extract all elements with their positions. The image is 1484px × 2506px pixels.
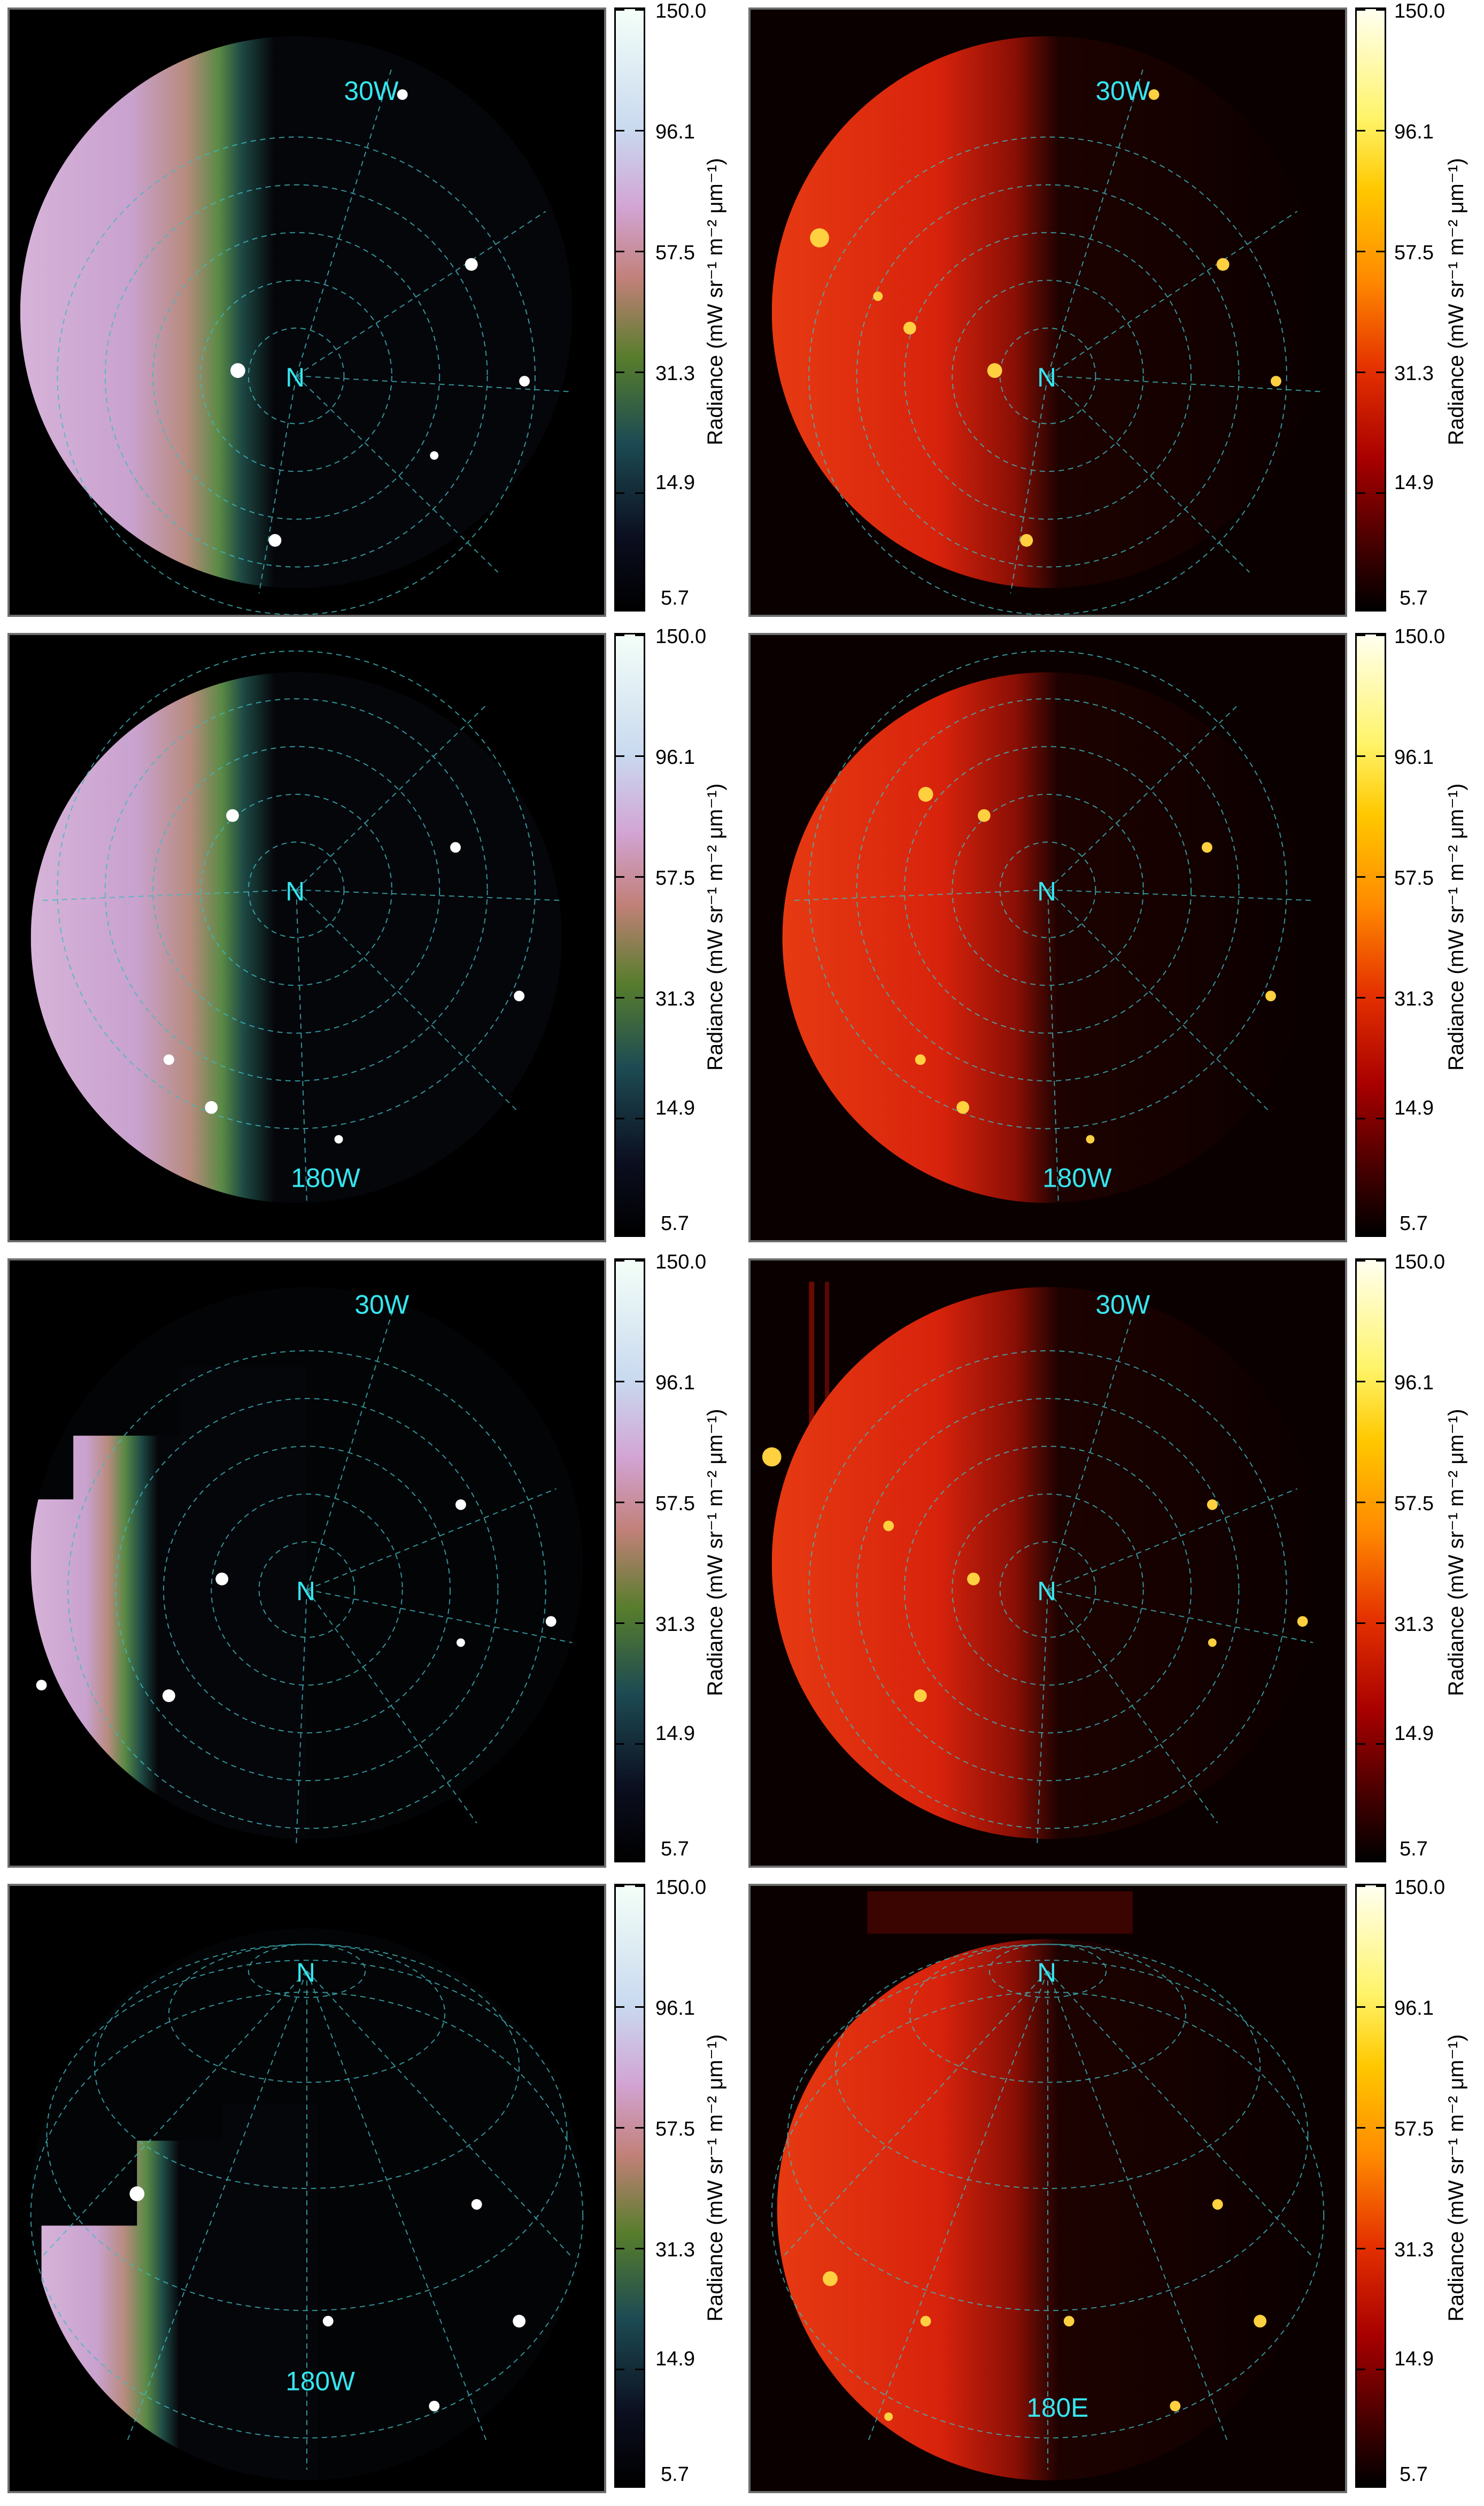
colorbar-tick: 96.1 [655,121,695,143]
io-map-row4-right: N 180E [748,1884,1347,2493]
colorbar-row2-left [614,633,645,1237]
colorbar-row3-left [614,1258,645,1862]
colorbar-tick: 5.7 [1400,587,1428,609]
meridian-label: 30W [1095,76,1150,106]
colorbar-units-label: Radiance (mW sr⁻¹ m⁻² μm⁻¹) [704,158,727,445]
colorbar-tick: 96.1 [1394,121,1434,143]
colorbar-units-label: Radiance (mW sr⁻¹ m⁻² μm⁻¹) [704,2034,727,2322]
colorbar-tick: 57.5 [1394,242,1434,264]
colorbar-tick: 57.5 [1394,2118,1434,2140]
io-image: N 180W [751,635,1345,1240]
colorbar-tick: 14.9 [655,1722,695,1745]
meridian-label: 180W [291,1163,360,1193]
pole-label: N [285,362,305,392]
colorbar-tick: 96.1 [655,746,695,769]
colorbar-row4-left [614,1884,645,2488]
meridian-label: 30W [354,1289,409,1319]
colorbar-tick: 14.9 [1394,1722,1434,1745]
colorbar-tick: 14.9 [655,2348,695,2370]
colorbar-tick: 31.3 [655,2239,695,2261]
io-image: N 30W [10,10,604,615]
colorbar-tick: 5.7 [1400,2463,1428,2486]
colorbar-row1-left [614,7,645,612]
colorbar-tick: 14.9 [1394,2348,1434,2370]
colorbar-tick: 150.0 [655,1876,707,1899]
colorbar-units-label: Radiance (mW sr⁻¹ m⁻² μm⁻¹) [1444,158,1468,445]
colorbar-row4-right [1355,1884,1386,2488]
colorbar-tick: 5.7 [661,2463,689,2486]
io-map-row4-left: N 180W [7,1884,606,2493]
colorbar-units-label: Radiance (mW sr⁻¹ m⁻² μm⁻¹) [704,1409,727,1696]
pole-label: N [1037,1958,1056,1987]
colorbar-tick: 96.1 [1394,1997,1434,2020]
colorbar-tick: 5.7 [1400,1838,1428,1860]
colorbar-tick: 5.7 [661,587,689,609]
colorbar-units-label: Radiance (mW sr⁻¹ m⁻² μm⁻¹) [1444,1409,1468,1696]
colorbar-tick: 96.1 [655,1372,695,1394]
colorbar-tick: 57.5 [1394,1492,1434,1515]
colorbar-tick: 96.1 [1394,746,1434,769]
colorbar-tick: 14.9 [655,471,695,494]
io-map-row3-left: N 30W [7,1258,606,1868]
colorbar-units-label: Radiance (mW sr⁻¹ m⁻² μm⁻¹) [704,783,727,1071]
colorbar-row2-right [1355,633,1386,1237]
io-image: N 30W [751,10,1345,615]
colorbar-tick: 150.0 [655,0,707,22]
colorbar-tick: 31.3 [655,988,695,1010]
colorbar-tick: 31.3 [1394,2239,1434,2261]
pole-label: N [296,1576,315,1606]
io-image: N 180E [751,1886,1345,2491]
colorbar-tick: 31.3 [1394,988,1434,1010]
colorbar-row3-right [1355,1258,1386,1862]
colorbar-tick: 5.7 [1400,1212,1428,1235]
colorbar-units-label: Radiance (mW sr⁻¹ m⁻² μm⁻¹) [1444,783,1468,1071]
colorbar-tick: 31.3 [655,1613,695,1636]
io-map-row1-right: N 30W [748,7,1347,617]
colorbar-row1-right [1355,7,1386,612]
colorbar-units-label: Radiance (mW sr⁻¹ m⁻² μm⁻¹) [1444,2034,1468,2322]
pole-label: N [1037,1576,1056,1606]
meridian-label: 180W [1042,1163,1112,1193]
io-map-row2-left: N 180W [7,633,606,1242]
colorbar-tick: 150.0 [655,1251,707,1273]
colorbar-tick: 57.5 [655,242,695,264]
colorbar-tick: 5.7 [661,1212,689,1235]
pole-label: N [296,1958,315,1987]
meridian-label: 180E [1026,2393,1088,2423]
colorbar-tick: 57.5 [655,867,695,890]
colorbar-tick: 31.3 [655,362,695,385]
colorbar-tick: 150.0 [1394,625,1446,648]
io-map-row1-left: N 30W [7,7,606,617]
colorbar-tick: 57.5 [1394,867,1434,890]
io-image: N 180W [10,1886,604,2491]
pole-label: N [285,877,305,907]
meridian-label: 30W [1095,1289,1150,1319]
pole-label: N [1037,362,1056,392]
colorbar-tick: 57.5 [655,2118,695,2140]
io-image: N 30W [10,1260,604,1866]
io-image: N 180W [10,635,604,1240]
io-image: N 30W [751,1260,1345,1866]
colorbar-tick: 96.1 [1394,1372,1434,1394]
io-map-row2-right: N 180W [748,633,1347,1242]
meridian-label: 30W [344,76,399,106]
colorbar-tick: 150.0 [1394,1251,1446,1273]
colorbar-tick: 96.1 [655,1997,695,2020]
io-map-row3-right: N 30W [748,1258,1347,1868]
colorbar-tick: 57.5 [655,1492,695,1515]
pole-label: N [1037,877,1056,907]
colorbar-tick: 31.3 [1394,362,1434,385]
colorbar-tick: 31.3 [1394,1613,1434,1636]
colorbar-tick: 14.9 [655,1097,695,1119]
colorbar-tick: 14.9 [1394,471,1434,494]
meridian-label: 180W [285,2366,355,2396]
colorbar-tick: 14.9 [1394,1097,1434,1119]
colorbar-tick: 150.0 [1394,0,1446,22]
colorbar-tick: 150.0 [1394,1876,1446,1899]
colorbar-tick: 5.7 [661,1838,689,1860]
colorbar-tick: 150.0 [655,625,707,648]
